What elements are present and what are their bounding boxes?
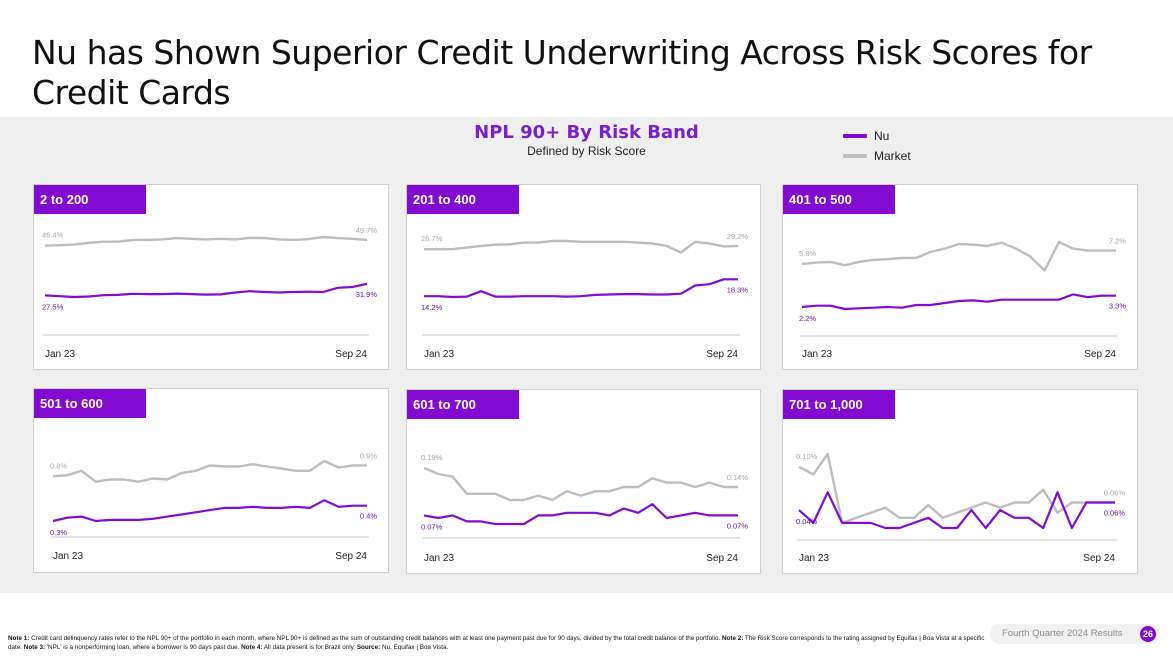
series-line-nu [423, 503, 738, 526]
x-tick-label: Jan 23 [424, 349, 454, 360]
series-line-nu [44, 282, 368, 299]
x-tick-label: Sep 24 [1084, 349, 1116, 360]
panel-risk-band-6: 701 to 1,000 Jan 23 Sep 24 0.10% 0.06% 0.04%… [782, 389, 1138, 574]
slide-title: Nu has Shown Superior Credit Underwritin… [32, 33, 1092, 112]
series-line-nu [52, 499, 367, 523]
data-label-market-end: 49.7% [356, 226, 378, 235]
series-line-market [44, 235, 368, 247]
line-chart: Jan 23 Sep 24 26.7% 29.2% 14.2% 18.3% [421, 232, 749, 360]
page-footer: Fourth Quarter 2024 Results 26 [990, 624, 1160, 644]
footnote-text: Nu, Equifax | Boa Vista. [380, 644, 449, 651]
data-label-market-end: 0.06% [1104, 488, 1126, 497]
footnote-label: Note 1: [8, 635, 30, 642]
line-chart: Jan 23 Sep 24 0.10% 0.06% 0.04% 0.06% [796, 452, 1126, 564]
footnote-text: All data present is for Brazil only. [262, 644, 357, 651]
x-tick-label: Sep 24 [335, 551, 367, 562]
series-line-nu [801, 293, 1116, 311]
x-tick-label: Jan 23 [53, 551, 83, 562]
line-chart: Jan 23 Sep 24 0.8% 0.9% 0.3% 0.4% [50, 451, 377, 562]
data-label-market-end: 0.14% [727, 473, 749, 482]
data-label-nu-start: 14.2% [421, 303, 443, 312]
footnote-label: Note 2: [721, 635, 744, 642]
footer-label: Fourth Quarter 2024 Results [1002, 628, 1123, 639]
panel-title: 2 to 200 [34, 185, 146, 214]
data-label-nu-end: 18.3% [727, 285, 749, 294]
line-chart: Jan 23 Sep 24 5.8% 7.2% 2.2% 3.3% [799, 237, 1126, 360]
panel-title: 201 to 400 [407, 185, 519, 214]
x-tick-label: Jan 23 [45, 349, 75, 360]
legend-item-nu: Nu [843, 126, 911, 146]
x-tick-label: Sep 24 [335, 349, 367, 360]
data-label-nu-start: 0.04% [796, 517, 818, 526]
series-line-market [424, 239, 739, 254]
legend-swatch-market [843, 154, 867, 158]
x-tick-label: Jan 23 [424, 553, 454, 564]
data-label-nu-end: 3.3% [1109, 302, 1126, 311]
legend-item-market: Market [843, 146, 911, 166]
footnote-label: Source: [356, 644, 381, 651]
series-line-market [423, 466, 738, 502]
footnote-text: The Risk Score corresponds to the rating… [8, 635, 985, 651]
data-label-nu-start: 0.3% [50, 528, 67, 537]
chart-subtitle: Defined by Risk Score [527, 144, 646, 158]
panel-risk-band-2: 201 to 400 Jan 23 Sep 24 26.7% 29.2% 14.2% 18… [406, 184, 761, 370]
x-tick-label: Jan 23 [802, 349, 832, 360]
data-label-nu-end: 0.06% [1104, 508, 1126, 517]
series-line-market [52, 459, 367, 483]
legend: Nu Market [843, 126, 911, 166]
footnote: Note 1: Credit card delinquency rates re… [8, 634, 993, 652]
legend-label-market: Market [874, 149, 911, 163]
data-label-market-start: 5.8% [799, 249, 816, 258]
panel-title: 601 to 700 [407, 390, 519, 419]
footnote-text: 'NPL' is a nonperforming loan, where a b… [45, 644, 242, 651]
panel-risk-band-3: 401 to 500 Jan 23 Sep 24 5.8% 7.2% 2.2% 3.3% [782, 184, 1138, 370]
panel-title: 401 to 500 [783, 185, 895, 214]
series-line-nu [798, 491, 1115, 530]
panel-title: 501 to 600 [34, 389, 146, 418]
data-label-market-start: 26.7% [421, 234, 443, 243]
data-label-nu-start: 27.5% [42, 302, 64, 311]
data-label-market-end: 0.9% [360, 451, 377, 460]
footnote-label: Note 3: [23, 644, 46, 651]
series-line-market [798, 452, 1115, 525]
line-chart: Jan 23 Sep 24 0.19% 0.14% 0.07% 0.07% [421, 453, 749, 564]
data-label-market-start: 46.4% [42, 231, 64, 240]
legend-swatch-nu [843, 134, 867, 138]
x-tick-label: Sep 24 [1083, 553, 1115, 564]
line-chart: Jan 23 Sep 24 46.4% 49.7% 27.5% 31.9% [42, 226, 378, 360]
series-line-nu [424, 278, 738, 299]
footnote-label: Note 4: [241, 644, 263, 651]
data-label-nu-end: 0.07% [727, 521, 749, 530]
x-tick-label: Sep 24 [706, 553, 738, 564]
data-label-market-end: 7.2% [1109, 237, 1126, 246]
chart-title: NPL 90+ By Risk Band [474, 122, 699, 143]
data-label-nu-end: 31.9% [356, 290, 378, 299]
footnote-text: Credit card delinquency rates refer to t… [29, 635, 722, 642]
panel-risk-band-4: 501 to 600 Jan 23 Sep 24 0.8% 0.9% 0.3% 0.4% [33, 388, 389, 573]
legend-label-nu: Nu [874, 129, 890, 143]
x-tick-label: Sep 24 [706, 349, 738, 360]
panel-risk-band-1: 2 to 200 Jan 23 Sep 24 46.4% 49.7% 27.5% 31.9… [33, 184, 389, 370]
data-label-market-start: 0.19% [421, 453, 443, 462]
data-label-market-start: 0.8% [50, 461, 67, 470]
x-tick-label: Jan 23 [799, 553, 829, 564]
data-label-market-start: 0.10% [796, 452, 818, 461]
series-line-market [801, 240, 1116, 272]
panel-risk-band-5: 601 to 700 Jan 23 Sep 24 0.19% 0.14% 0.07% 0.… [406, 389, 761, 574]
data-label-market-end: 29.2% [727, 232, 749, 241]
panel-title: 701 to 1,000 [783, 390, 895, 419]
data-label-nu-start: 2.2% [799, 314, 816, 323]
data-label-nu-end: 0.4% [360, 512, 377, 521]
page-number: 26 [1140, 626, 1156, 642]
data-label-nu-start: 0.07% [421, 522, 443, 531]
